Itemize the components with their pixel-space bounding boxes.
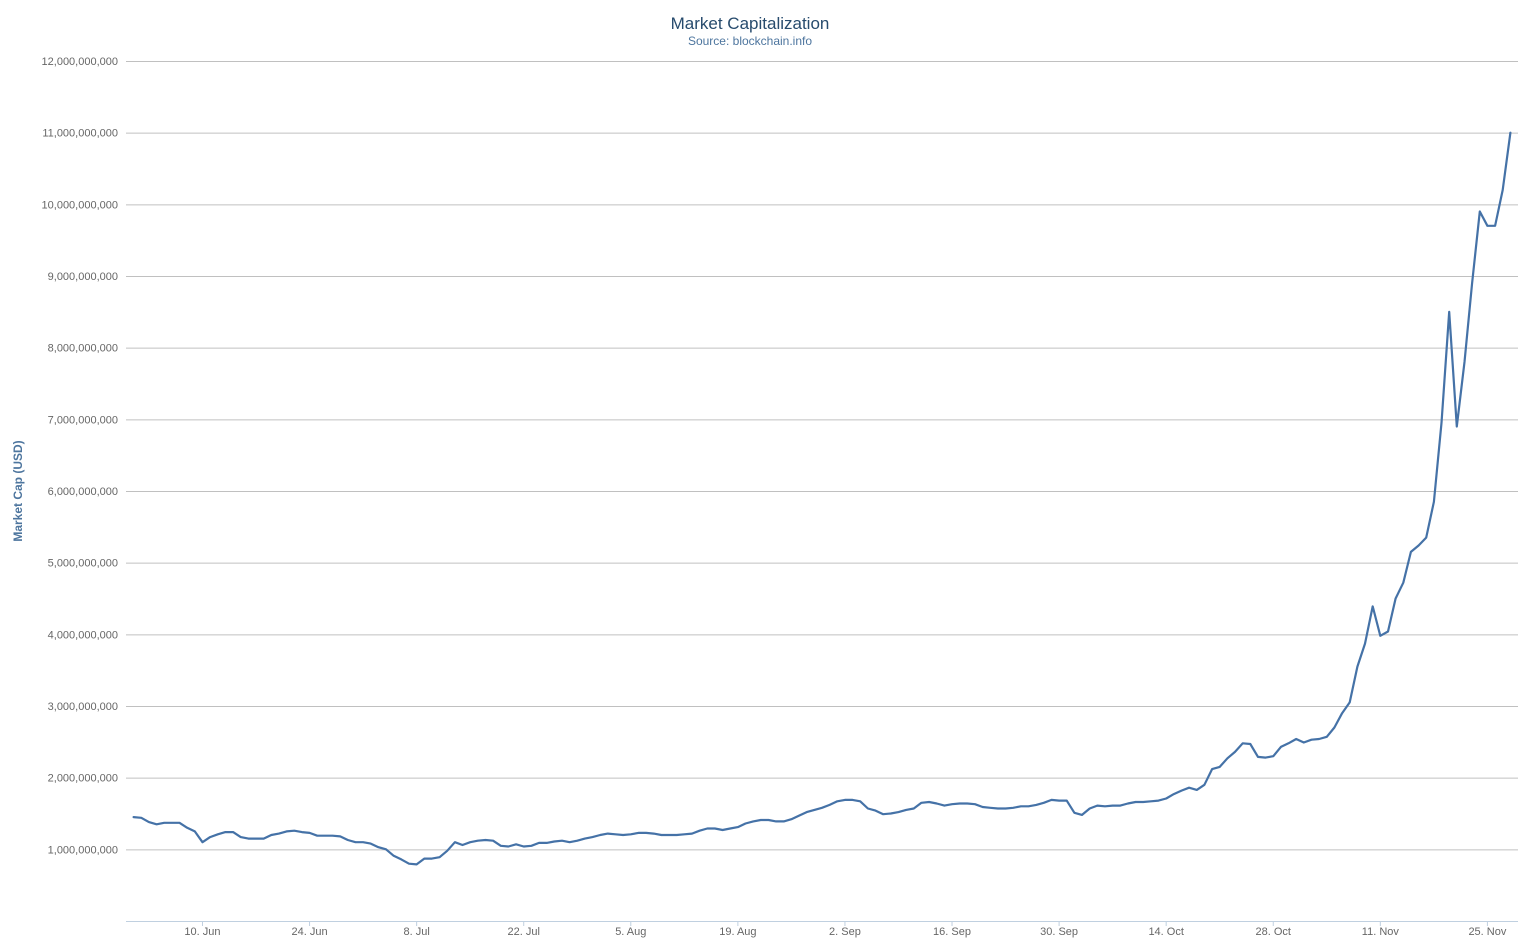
- x-tick-label: 28. Oct: [1256, 926, 1291, 938]
- y-tick-label: 1,000,000,000: [48, 844, 118, 856]
- series-line: [132, 131, 1512, 866]
- grid-lines: [126, 61, 1518, 851]
- y-tick-label: 8,000,000,000: [48, 343, 118, 355]
- y-tick-label: 7,000,000,000: [48, 414, 118, 426]
- y-tick-label: 3,000,000,000: [48, 701, 118, 713]
- y-tick-label: 2,000,000,000: [48, 773, 118, 785]
- y-tick-label: 6,000,000,000: [48, 486, 118, 498]
- y-tick-label: 4,000,000,000: [48, 629, 118, 641]
- y-axis-ticks: 1,000,000,000 2,000,000,000 3,000,000,000 4…: [42, 56, 118, 856]
- x-tick-label: 11. Nov: [1362, 926, 1400, 938]
- x-tick-label: 2. Sep: [829, 926, 861, 938]
- y-tick-label: 12,000,000,000: [42, 56, 118, 68]
- x-tick-label: 22. Jul: [508, 926, 540, 938]
- series-layer: [132, 131, 1512, 866]
- chart-subtitle: Source: blockchain.info: [687, 34, 813, 48]
- x-tick-label: 5. Aug: [615, 926, 646, 938]
- y-axis-label: Market Cap (USD): [11, 440, 25, 541]
- chart-title: Market Capitalization: [670, 14, 830, 33]
- x-tick-label: 14. Oct: [1148, 926, 1183, 938]
- x-tick-label: 8. Jul: [403, 926, 429, 938]
- x-tick-label: 19. Aug: [719, 926, 756, 938]
- x-tick-label: 30. Sep: [1040, 926, 1078, 938]
- x-tick-label: 25. Nov: [1468, 926, 1506, 938]
- x-tick-label: 10. Jun: [184, 926, 220, 938]
- y-tick-label: 5,000,000,000: [48, 558, 118, 570]
- y-tick-label: 9,000,000,000: [48, 271, 118, 283]
- y-tick-label: 10,000,000,000: [42, 199, 118, 211]
- x-tick-label: 24. Jun: [292, 926, 328, 938]
- x-axis-ticks: 10. Jun 24. Jun 8. Jul 22. Jul 5. Aug 19. Aug…: [184, 921, 1507, 938]
- x-tick-label: 16. Sep: [933, 926, 971, 938]
- y-tick-label: 11,000,000,000: [42, 128, 118, 140]
